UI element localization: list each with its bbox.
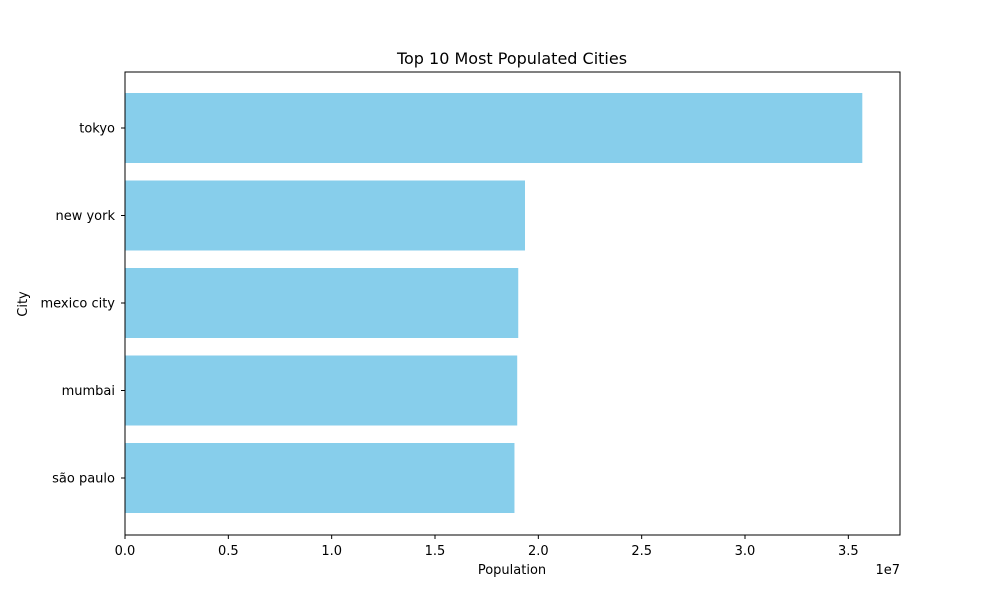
x-tick-label: 3.5 xyxy=(838,544,859,559)
y-axis-ticks: tokyo new york mexico city mumbai são paulo xyxy=(40,122,125,487)
bar-mexico-city xyxy=(125,268,519,338)
y-tick-label: mumbai xyxy=(62,384,115,399)
x-axis-offset-label: 1e7 xyxy=(875,563,900,578)
bar-são-paulo xyxy=(125,443,515,513)
bar-mumbai xyxy=(125,355,518,426)
bars-group xyxy=(125,93,863,513)
x-tick-label: 0.0 xyxy=(115,544,136,559)
x-tick-label: 1.0 xyxy=(321,544,342,559)
x-axis-ticks: 0.0 0.5 1.0 1.5 2.0 2.5 3.0 3.5 xyxy=(115,535,859,559)
bar-new-york xyxy=(125,180,526,251)
chart-title: Top 10 Most Populated Cities xyxy=(396,49,627,68)
y-tick-label: new york xyxy=(55,209,115,224)
y-tick-label: mexico city xyxy=(40,297,115,312)
y-tick-label: tokyo xyxy=(79,122,115,137)
y-axis-label: City xyxy=(16,291,31,317)
bar-tokyo xyxy=(125,93,863,163)
x-axis-label: Population xyxy=(478,563,546,578)
x-tick-label: 2.5 xyxy=(631,544,652,559)
y-tick-label: são paulo xyxy=(52,472,115,487)
x-tick-label: 3.0 xyxy=(735,544,756,559)
x-tick-label: 1.5 xyxy=(425,544,446,559)
x-tick-label: 2.0 xyxy=(528,544,549,559)
x-tick-label: 0.5 xyxy=(218,544,239,559)
